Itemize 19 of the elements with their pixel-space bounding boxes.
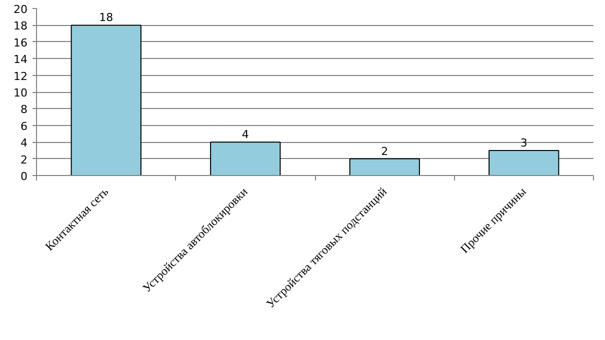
y-tick-label: 18 [14, 20, 28, 33]
y-tick-label: 12 [14, 70, 28, 83]
y-tick-label: 4 [20, 136, 28, 150]
y-tick-label: 20 [14, 3, 28, 16]
y-tick-label: 16 [14, 36, 28, 50]
data-label: 4 [242, 128, 249, 142]
y-tick-label: 0 [20, 170, 28, 183]
y-tick-label: 6 [20, 120, 28, 133]
bar [210, 142, 281, 176]
data-label: 2 [381, 144, 388, 158]
y-tick-label: 2 [20, 153, 28, 166]
y-tick-label: 14 [14, 53, 28, 66]
data-label: 3 [520, 136, 528, 150]
bar [70, 24, 142, 176]
bar [349, 158, 420, 176]
y-tick-label: 8 [20, 103, 28, 116]
data-label: 18 [99, 11, 114, 24]
bar [488, 150, 560, 176]
y-tick-label: 10 [14, 86, 28, 100]
